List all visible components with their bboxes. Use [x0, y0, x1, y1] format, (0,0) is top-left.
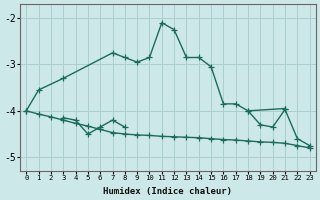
X-axis label: Humidex (Indice chaleur): Humidex (Indice chaleur) [103, 187, 232, 196]
